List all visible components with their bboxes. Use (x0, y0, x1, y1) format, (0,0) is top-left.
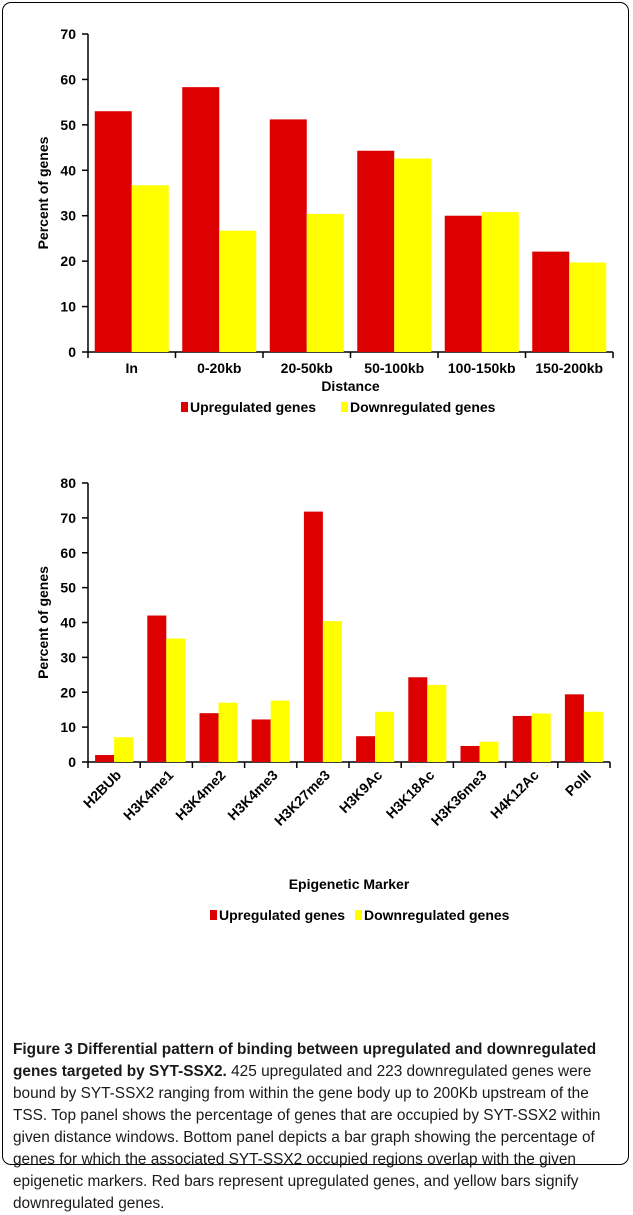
legend-label: Downregulated genes (364, 907, 510, 923)
x-axis-title: Distance (321, 378, 380, 394)
legend-label: Upregulated genes (190, 399, 316, 415)
upregulated-bar (444, 215, 482, 352)
x-tick-label: 20-50kb (281, 360, 333, 376)
x-tick-label: H3K18Ac (383, 767, 438, 822)
legend-swatch-downregulated (355, 910, 362, 920)
legend-swatch-upregulated (181, 402, 188, 412)
y-tick-label: 20 (60, 253, 76, 269)
y-axis-title: Percent of genes (35, 566, 51, 679)
y-tick-label: 80 (60, 475, 76, 491)
downregulated-bar (531, 713, 551, 762)
x-axis-title: Epigenetic Marker (289, 876, 410, 892)
legend: Upregulated genes Downregulated genes (181, 399, 496, 415)
downregulated-bar (481, 212, 519, 352)
downregulated-bar (218, 702, 238, 762)
distance-bar-chart: 0 10 20 30 40 50 60 70 In 0-20kb 20-50kb 50-100kb 10… (35, 26, 614, 415)
y-tick-label: 40 (60, 615, 76, 631)
upregulated-bar (357, 150, 395, 352)
upregulated-bar (303, 511, 323, 762)
x-tick-label: PolII (562, 767, 594, 799)
legend-swatch-upregulated (210, 910, 217, 920)
x-tick-label: H4K12Ac (487, 767, 542, 822)
upregulated-bar (94, 111, 132, 352)
downregulated-bar (166, 638, 186, 762)
x-tick-label: H2BUb (80, 767, 124, 811)
y-tick-label: 50 (60, 117, 76, 133)
y-tick-label: 70 (60, 26, 76, 42)
downregulated-bar (114, 737, 134, 762)
upregulated-bar (199, 713, 219, 762)
y-tick-label: 30 (60, 649, 76, 665)
legend: Upregulated genes Downregulated genes (210, 907, 510, 923)
downregulated-bar (394, 158, 432, 352)
figure-caption: Figure 3 Differential pattern of binding… (13, 1039, 625, 1215)
caption-title: Figure 3 Differential pattern of binding… (13, 1041, 597, 1080)
y-tick-label: 20 (60, 684, 76, 700)
x-tick-label: 0-20kb (197, 360, 241, 376)
upregulated-bar (564, 694, 584, 762)
upregulated-bar (147, 615, 167, 762)
downregulated-bar (479, 741, 499, 762)
downregulated-bar (375, 711, 395, 762)
y-tick-label: 0 (68, 344, 76, 360)
legend-label: Downregulated genes (350, 399, 496, 415)
downregulated-bar (569, 262, 607, 352)
legend-label: Upregulated genes (219, 907, 345, 923)
epigenetic-marker-bar-chart: 01020304050607080H2BUbH3K4me1H3K4me2H3K4… (35, 475, 611, 923)
y-tick-label: 40 (60, 162, 76, 178)
upregulated-bar (95, 755, 115, 762)
upregulated-bar (356, 736, 376, 762)
x-tick-label: 50-100kb (364, 360, 424, 376)
y-tick-label: 30 (60, 208, 76, 224)
upregulated-bar (532, 251, 570, 352)
downregulated-bar (583, 711, 603, 762)
caption-body: 425 upregulated and 223 downregulated ge… (13, 1063, 601, 1212)
legend-swatch-downregulated (341, 402, 348, 412)
upregulated-bar (460, 745, 480, 762)
x-tick-label: H3K4me1 (120, 767, 177, 824)
upregulated-bar (269, 119, 307, 352)
y-tick-label: 60 (60, 545, 76, 561)
y-tick-label: 60 (60, 71, 76, 87)
x-tick-label: H3K27me3 (271, 767, 333, 829)
x-tick-label: H3K4me2 (172, 767, 229, 824)
upregulated-bar (182, 87, 220, 352)
y-tick-label: 70 (60, 510, 76, 526)
upregulated-bar (408, 677, 428, 762)
upregulated-bar (512, 715, 532, 762)
y-axis-title: Percent of genes (35, 136, 51, 249)
downregulated-bar (270, 700, 290, 762)
downregulated-bar (131, 185, 169, 352)
downregulated-bar (322, 621, 342, 762)
y-tick-label: 0 (68, 754, 76, 770)
upregulated-bar (251, 719, 271, 762)
x-tick-label: In (126, 360, 138, 376)
x-tick-label: H3K36me3 (428, 767, 490, 829)
x-tick-label: 150-200kb (535, 360, 603, 376)
x-tick-label: H3K9Ac (336, 767, 385, 816)
downregulated-bar (306, 213, 344, 352)
downregulated-bar (219, 230, 257, 352)
y-tick-label: 10 (60, 299, 76, 315)
downregulated-bar (427, 684, 447, 762)
y-tick-label: 50 (60, 580, 76, 596)
x-tick-label: 100-150kb (448, 360, 516, 376)
y-tick-label: 10 (60, 719, 76, 735)
